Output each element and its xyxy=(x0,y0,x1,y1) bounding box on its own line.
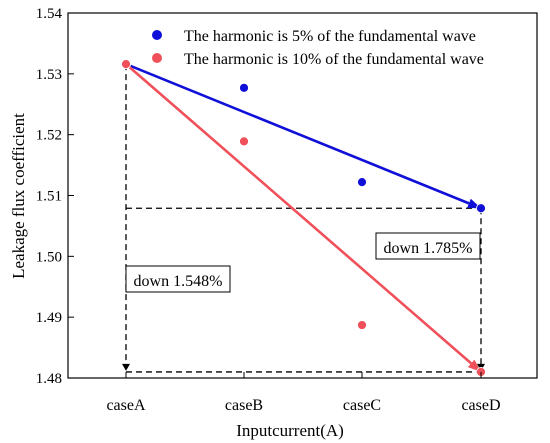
x-tick-label: caseB xyxy=(225,397,263,414)
y-tick-label: 1.50 xyxy=(36,249,62,265)
y-axis: 1.48 1.49 1.50 1.51 1.52 1.53 1.54 xyxy=(36,6,74,387)
x-tick-label: caseD xyxy=(461,397,500,414)
legend-marker xyxy=(152,30,162,40)
data-points xyxy=(121,59,486,377)
x-axis-title: Inputcurrent(A) xyxy=(236,421,344,440)
y-tick-label: 1.51 xyxy=(36,189,62,205)
annotation-text: down 1.548% xyxy=(134,273,223,290)
annotation-down-caseA: down 1.548% xyxy=(125,265,231,293)
x-tick-label: caseC xyxy=(343,397,381,414)
legend: The harmonic is 5% of the fundamental wa… xyxy=(152,28,484,68)
y-tick-label: 1.48 xyxy=(36,371,62,387)
data-point-series-1-caseB xyxy=(239,82,249,93)
data-point-series-2-caseB xyxy=(239,136,249,147)
legend-label: The harmonic is 10% of the fundamental w… xyxy=(184,51,484,68)
data-point-series-1-caseD xyxy=(476,203,486,214)
annotation-down-caseD: down 1.785% xyxy=(375,232,481,260)
guide-arrowhead xyxy=(122,363,130,371)
trend-lines xyxy=(125,62,481,372)
trend-line-series-2 xyxy=(125,63,473,365)
data-point-series-2-caseC xyxy=(357,320,367,330)
y-tick-label: 1.52 xyxy=(36,128,62,144)
legend-label: The harmonic is 5% of the fundamental wa… xyxy=(184,28,476,45)
y-tick-label: 1.49 xyxy=(36,310,62,326)
y-tick-label: 1.54 xyxy=(36,6,63,22)
trend-line-series-1 xyxy=(125,62,470,205)
annotation-text: down 1.785% xyxy=(384,240,473,257)
y-tick-label: 1.53 xyxy=(36,67,62,83)
data-point-series-2-caseA xyxy=(121,59,131,69)
x-tick-label: caseA xyxy=(106,397,146,414)
data-point-series-1-caseC xyxy=(357,177,367,188)
y-axis-title: Leakage flux coefficient xyxy=(9,113,28,279)
x-axis: caseA caseB caseC caseD xyxy=(106,372,501,414)
legend-marker xyxy=(152,53,162,63)
